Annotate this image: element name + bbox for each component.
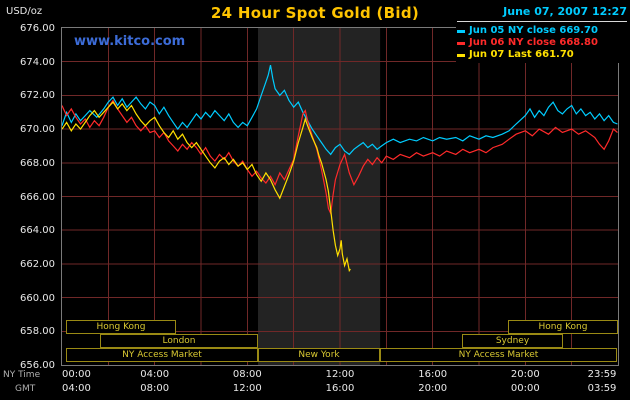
gmt-axis-label: GMT: [15, 384, 36, 394]
y-tick-658.00: 658.00: [20, 326, 55, 337]
legend: June 07, 2007 12:27 Jun 05 NY close 669.…: [456, 5, 628, 63]
session-sydney: Sydney: [462, 334, 563, 348]
chart-title: 24 Hour Spot Gold (Bid): [210, 4, 420, 22]
ny-time-tick-00:00: 00:00: [62, 369, 91, 380]
gmt-tick-16:00: 16:00: [325, 383, 355, 394]
session-ny-access-market: NY Access Market: [66, 348, 258, 362]
y-tick-672.00: 672.00: [20, 90, 55, 101]
y-axis: 676.00 674.00 672.00 670.00 668.00 666.00 664.…: [0, 0, 58, 400]
kitco-watermark: www.kitco.com: [74, 34, 186, 49]
gmt-tick-08:00: 08:00: [140, 383, 170, 394]
y-tick-670.00: 670.00: [20, 124, 55, 135]
legend-rows: Jun 05 NY close 669.70 Jun 06 NY close 66…: [457, 25, 627, 61]
legend-item-0: Jun 05 NY close 669.70: [457, 25, 627, 37]
session-new-york: New York: [258, 348, 380, 362]
legend-label: Jun 05 NY close 669.70: [469, 25, 598, 36]
ny-time-tick-12:00: 12:00: [325, 369, 355, 380]
series-jun-07-last: [62, 101, 351, 273]
legend-marker-icon: [457, 29, 465, 33]
y-tick-656.00: 656.00: [20, 360, 55, 371]
gmt-tick-12:00: 12:00: [232, 383, 262, 394]
plot-canvas: [62, 28, 618, 365]
ny-time-tick-20:00: 20:00: [510, 369, 540, 380]
session-ny-access-market: NY Access Market: [380, 348, 617, 362]
session-london: London: [100, 334, 258, 348]
ny-time-tick-16:00: 16:00: [418, 369, 448, 380]
y-tick-666.00: 666.00: [20, 192, 55, 203]
chart-datetime: June 07, 2007 12:27: [503, 5, 627, 18]
ny-time-axis-label: NY Time: [3, 370, 41, 380]
series-jun-06-ny-close: [62, 99, 618, 216]
y-tick-676.00: 676.00: [20, 23, 55, 34]
legend-label: Jun 07 Last 661.70: [469, 49, 574, 60]
legend-item-1: Jun 06 NY close 668.80: [457, 37, 627, 49]
legend-item-2: Jun 07 Last 661.70: [457, 49, 627, 61]
y-tick-664.00: 664.00: [20, 225, 55, 236]
legend-marker-icon: [457, 41, 465, 45]
legend-label: Jun 06 NY close 668.80: [469, 37, 598, 48]
y-tick-662.00: 662.00: [20, 259, 55, 270]
units-label: USD/oz: [6, 6, 43, 17]
y-tick-660.00: 660.00: [20, 293, 55, 304]
gmt-tick-20:00: 20:00: [418, 383, 448, 394]
session-hong-kong: Hong Kong: [66, 320, 176, 334]
ny-time-tick-04:00: 04:00: [140, 369, 170, 380]
ny-time-tick-23:59: 23:59: [587, 369, 617, 380]
gmt-tick-04:00: 04:00: [62, 383, 91, 394]
session-hong-kong: Hong Kong: [508, 320, 618, 334]
ny-time-tick-08:00: 08:00: [232, 369, 262, 380]
gmt-tick-00:00: 00:00: [510, 383, 540, 394]
plot-area: www.kitco.com Hong Kong Hong Kong London Sy…: [61, 27, 619, 366]
gmt-tick-03:59: 03:59: [587, 383, 617, 394]
legend-marker-icon: [457, 53, 465, 57]
y-tick-674.00: 674.00: [20, 57, 55, 68]
y-tick-668.00: 668.00: [20, 158, 55, 169]
series-jun-05-ny-close: [62, 64, 618, 156]
legend-divider: [457, 21, 627, 22]
